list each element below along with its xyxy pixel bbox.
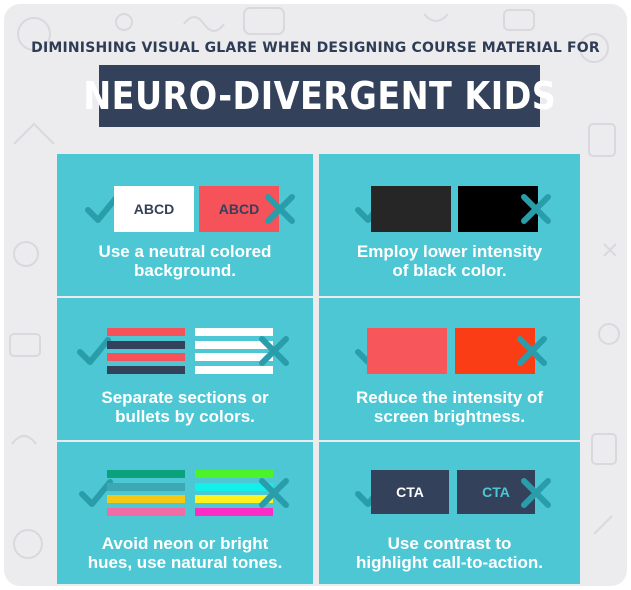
cross-icon bbox=[519, 194, 553, 224]
caption-line: Reduce the intensity of bbox=[355, 388, 544, 407]
good-cta-button: CTA bbox=[371, 470, 449, 514]
tip-avoid-neon: Avoid neon or bright hues, use natural t… bbox=[57, 442, 313, 584]
good-swatch bbox=[371, 186, 451, 232]
color-stripe bbox=[107, 366, 185, 374]
tip-reduce-brightness: Reduce the intensity of screen brightnes… bbox=[319, 298, 580, 440]
color-stripe bbox=[195, 470, 273, 478]
tip-caption: Use contrast to highlight call-to-action… bbox=[319, 534, 580, 572]
color-stripe bbox=[195, 508, 273, 516]
tip-lower-black: Employ lower intensity of black color. bbox=[319, 154, 580, 296]
checkmark-icon bbox=[77, 336, 111, 366]
good-swatch bbox=[367, 328, 447, 374]
color-stripe bbox=[195, 495, 273, 504]
color-stripe bbox=[195, 353, 273, 362]
caption-line: highlight call-to-action. bbox=[356, 553, 543, 572]
checkmark-icon bbox=[85, 194, 119, 224]
subtitle: DIMINISHING VISUAL GLARE WHEN DESIGNING … bbox=[31, 40, 600, 56]
infographic: DIMINISHING VISUAL GLARE WHEN DESIGNING … bbox=[4, 4, 627, 586]
caption-line: Separate sections or bbox=[101, 388, 269, 407]
bad-swatch bbox=[455, 328, 535, 374]
color-stripe bbox=[107, 328, 185, 336]
cross-icon bbox=[257, 336, 291, 366]
caption-line: hues, use natural tones. bbox=[87, 553, 283, 572]
title-banner: NEURO-DIVERGENT KIDS bbox=[83, 65, 556, 127]
color-stripe bbox=[107, 470, 185, 478]
color-stripe bbox=[195, 340, 273, 349]
color-stripe bbox=[107, 482, 185, 491]
tip-caption: Use a neutral colored background. bbox=[57, 242, 313, 280]
bad-swatch bbox=[458, 186, 538, 232]
page-title: NEURO-DIVERGENT KIDS bbox=[82, 74, 557, 118]
caption-line: of black color. bbox=[392, 261, 507, 280]
bad-swatch-label: ABCD bbox=[218, 201, 260, 217]
good-stripes bbox=[107, 328, 185, 374]
caption-line: screen brightness. bbox=[373, 407, 526, 426]
good-cta-label: CTA bbox=[396, 484, 424, 500]
tip-neutral-background: ABCD ABCD Use a neutral colored backgrou… bbox=[57, 154, 313, 296]
color-stripe bbox=[107, 495, 185, 504]
cross-icon bbox=[263, 194, 297, 224]
bad-stripes bbox=[195, 328, 273, 374]
color-stripe bbox=[195, 328, 273, 336]
tip-separate-by-colors: Separate sections or bullets by colors. bbox=[57, 298, 313, 440]
cross-icon bbox=[519, 478, 553, 508]
color-stripe bbox=[107, 340, 185, 349]
cross-icon bbox=[515, 336, 549, 366]
good-stripes bbox=[107, 470, 185, 516]
cross-icon bbox=[257, 478, 291, 508]
color-stripe bbox=[107, 508, 185, 516]
tip-caption: Separate sections or bullets by colors. bbox=[57, 388, 313, 426]
tip-caption: Reduce the intensity of screen brightnes… bbox=[319, 388, 580, 426]
good-swatch: ABCD bbox=[114, 186, 194, 232]
caption-line: Use contrast to bbox=[387, 534, 512, 553]
caption-line: Avoid neon or bright bbox=[101, 534, 269, 553]
caption-line: background. bbox=[133, 261, 236, 280]
bad-stripes bbox=[195, 470, 273, 516]
tip-caption: Avoid neon or bright hues, use natural t… bbox=[57, 534, 313, 572]
doodle-background bbox=[9, 7, 620, 559]
color-stripe bbox=[107, 353, 185, 362]
color-stripe bbox=[195, 366, 273, 374]
caption-line: bullets by colors. bbox=[115, 407, 255, 426]
caption-line: Use a neutral colored bbox=[98, 242, 272, 261]
bad-cta-label: CTA bbox=[482, 484, 510, 500]
tip-caption: Employ lower intensity of black color. bbox=[319, 242, 580, 280]
good-swatch-label: ABCD bbox=[133, 201, 175, 217]
color-stripe bbox=[195, 482, 273, 491]
caption-line: Employ lower intensity bbox=[356, 242, 543, 261]
bad-swatch: ABCD bbox=[199, 186, 279, 232]
tip-contrast-cta: CTA CTA Use contrast to highlight call-t… bbox=[319, 442, 580, 584]
checkmark-icon bbox=[79, 478, 113, 508]
